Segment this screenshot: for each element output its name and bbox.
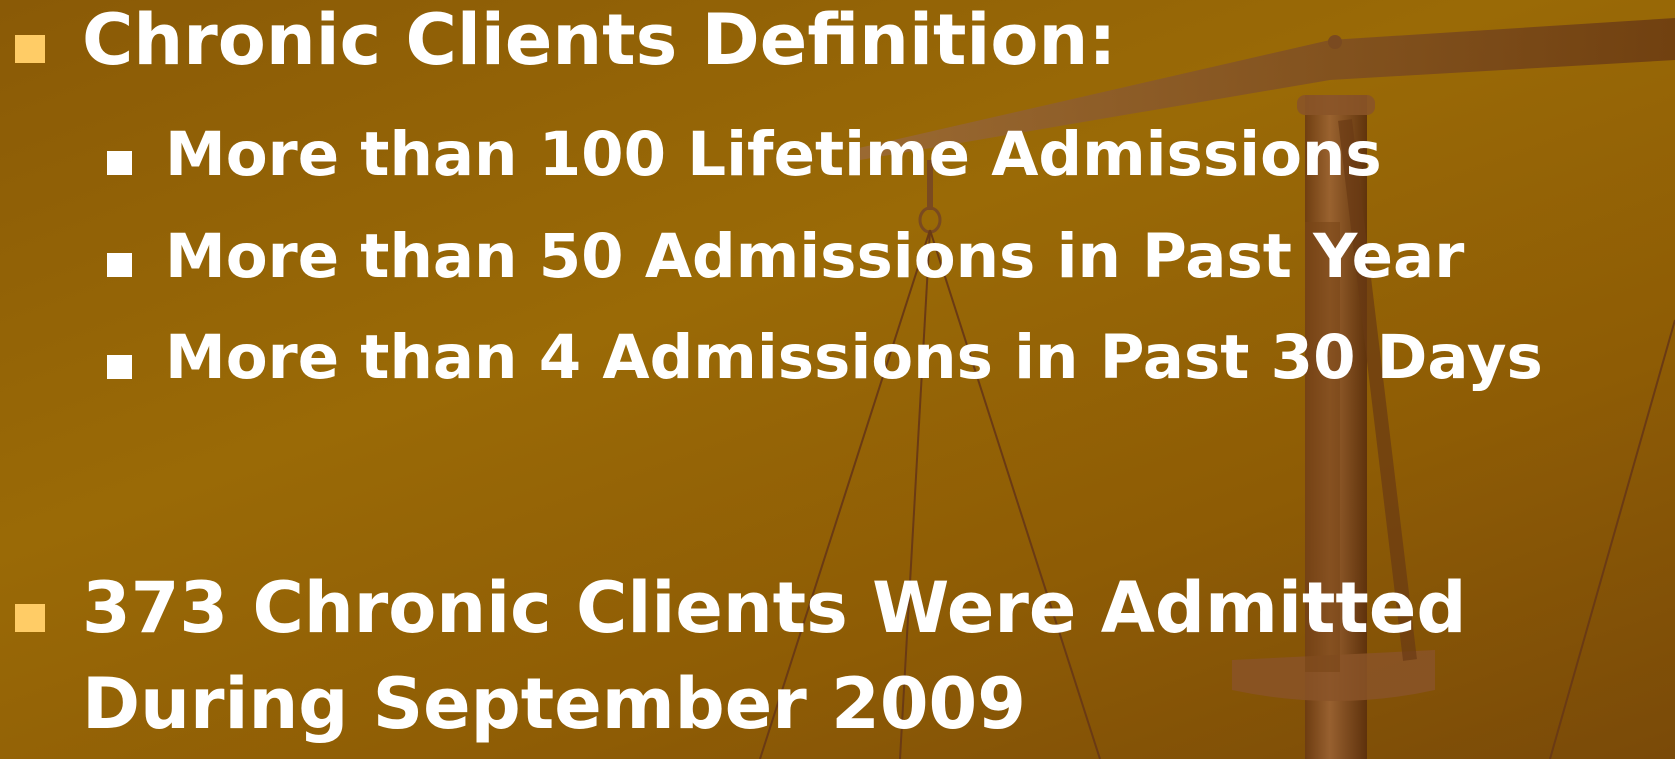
pillar-cap [1297,95,1375,115]
sub-bullet-text: More than 100 Lifetime Admissions [165,113,1382,197]
sub-bullet-marker [107,151,132,175]
sub-bullet-text: More than 4 Admissions in Past 30 Days [165,316,1543,400]
sub-bullet-text: More than 50 Admissions in Past Year [165,215,1464,299]
bullet-text: Chronic Clients Definition: [82,0,1116,88]
slide: Chronic Clients Definition: More than 10… [0,0,1675,759]
sub-bullet-marker [107,355,132,379]
bullet-marker [15,35,45,63]
sub-bullet-marker [107,253,132,277]
bullet-marker [15,604,45,632]
scale-top [1328,35,1342,49]
bullet-text: 373 Chronic Clients Were Admitted During… [82,560,1602,752]
